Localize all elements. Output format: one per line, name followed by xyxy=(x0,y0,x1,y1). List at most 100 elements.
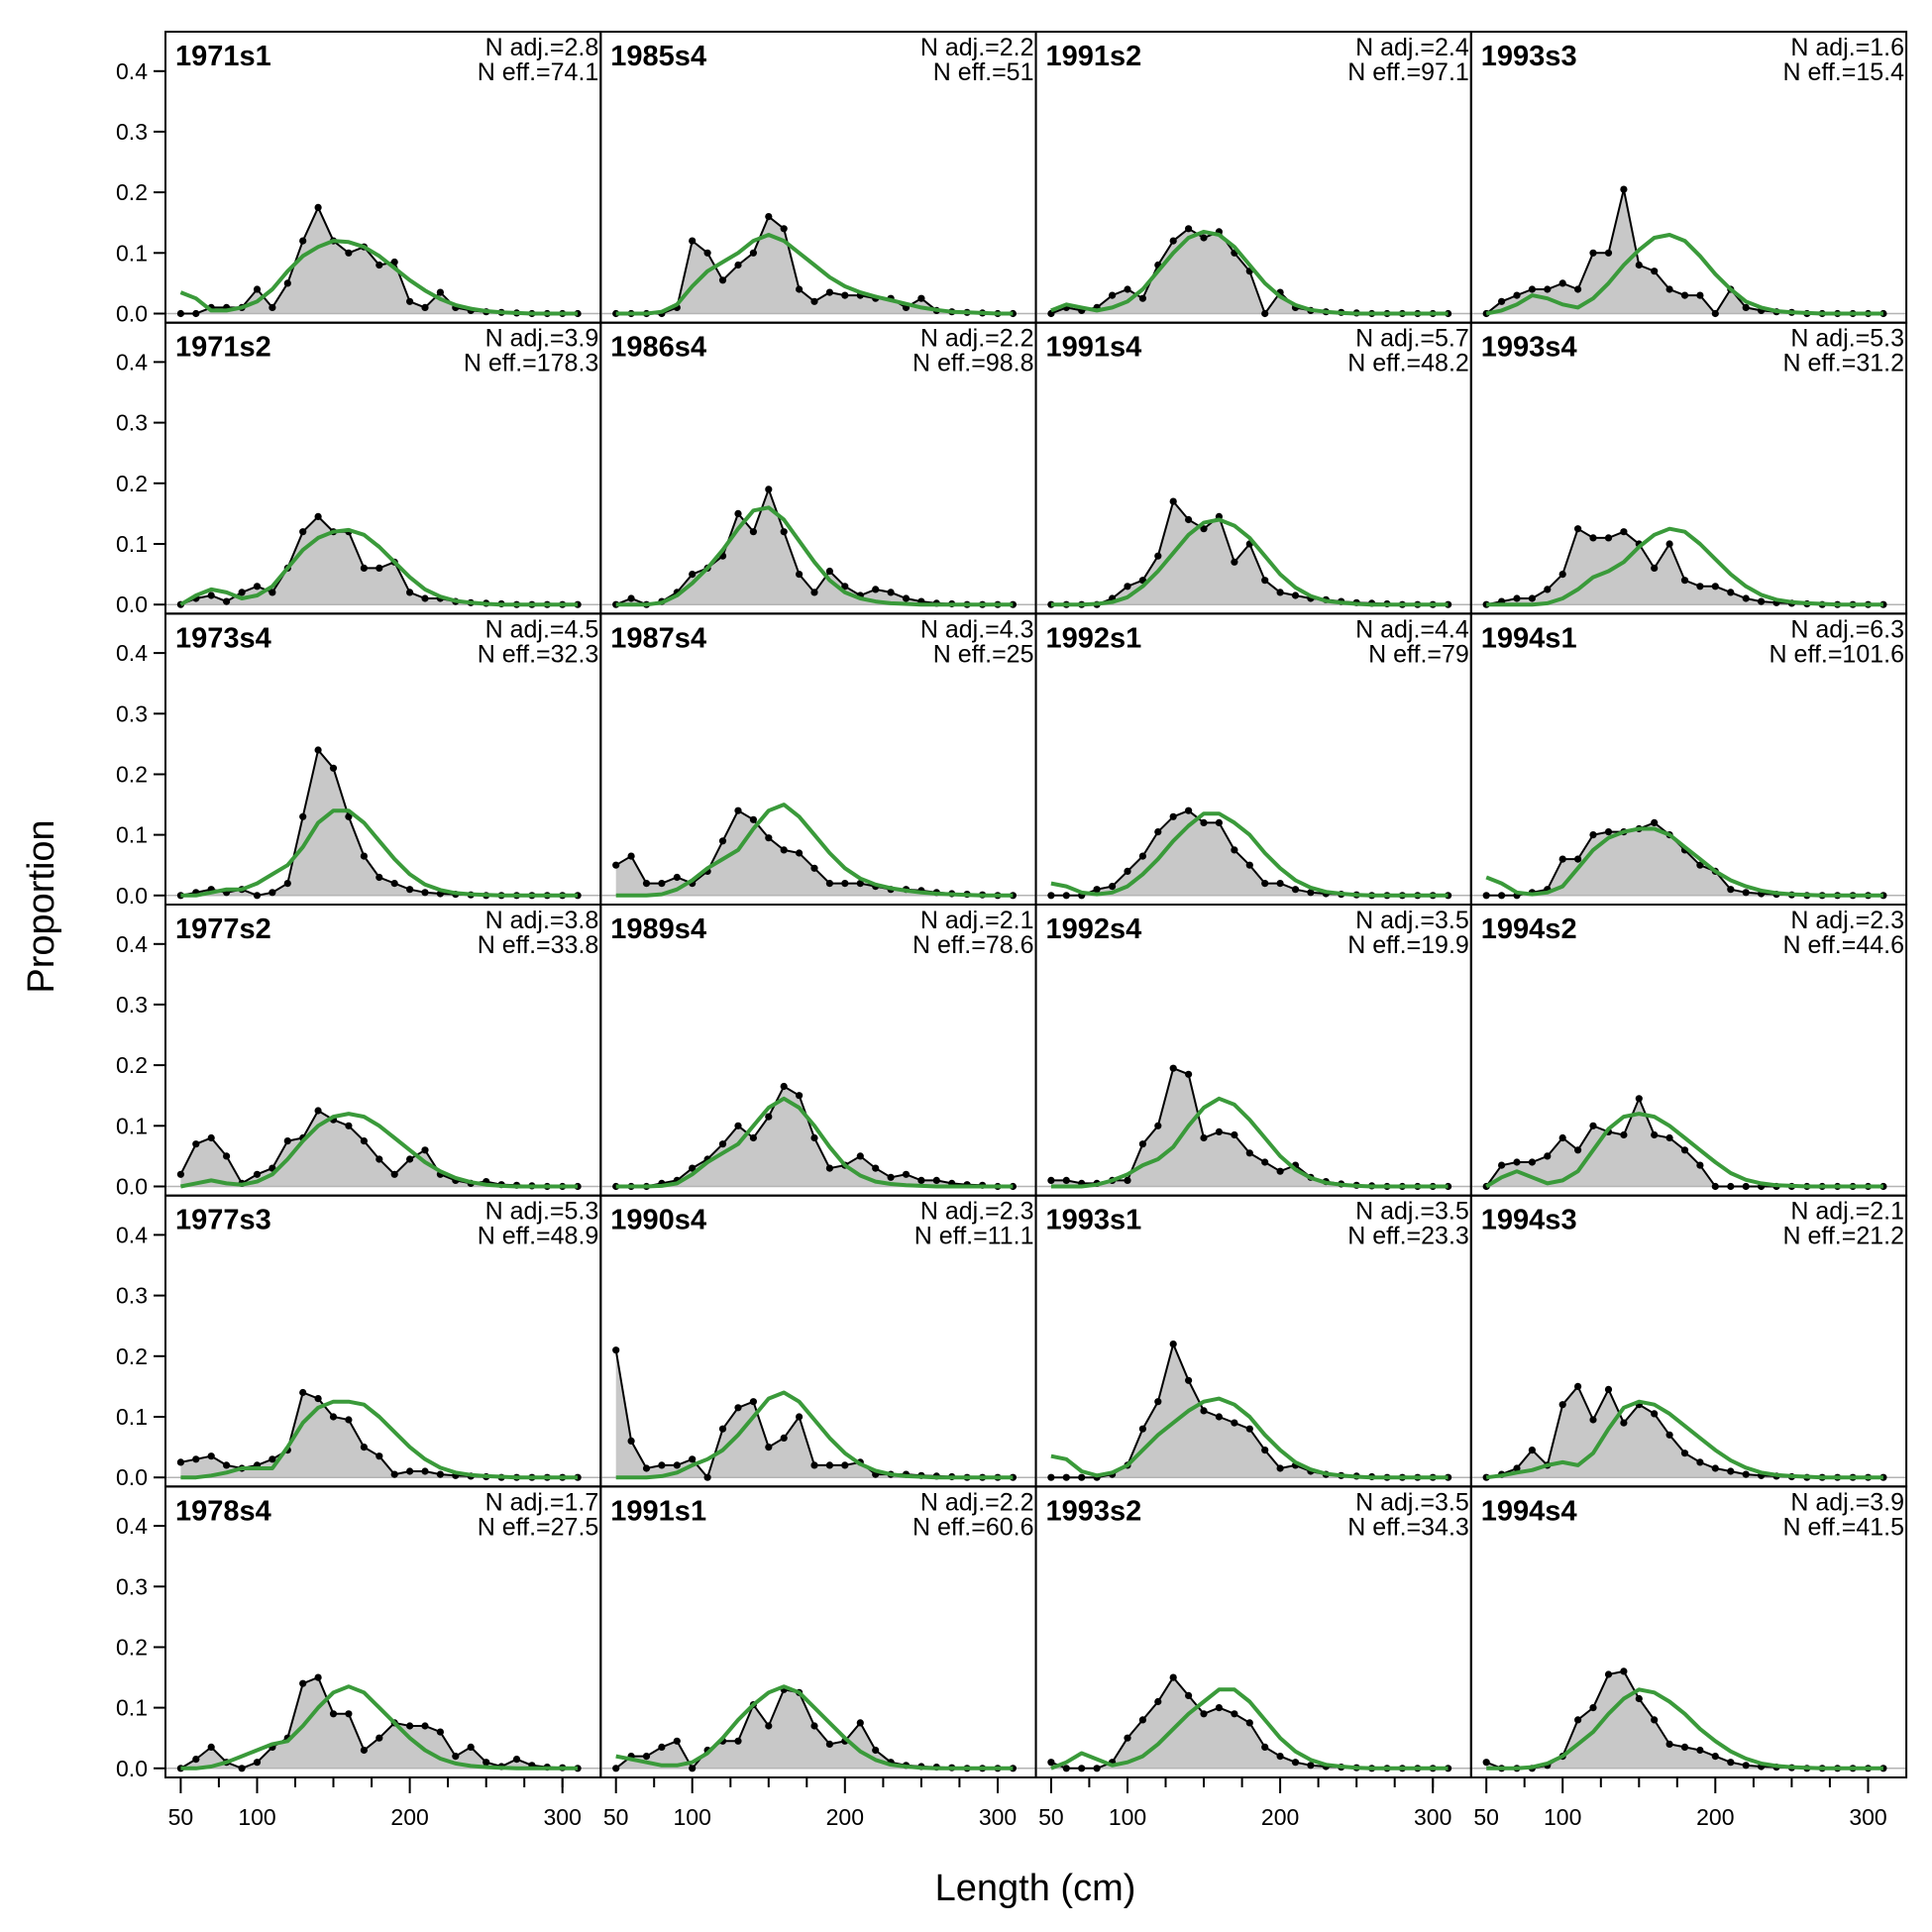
observed-point xyxy=(917,294,925,302)
n-adj-label: N adj.=3.5 xyxy=(1355,907,1469,934)
observed-point xyxy=(1696,1746,1704,1755)
expected-line xyxy=(1486,1687,1883,1771)
n-adj-label: N adj.=3.9 xyxy=(485,325,599,353)
observed-point xyxy=(825,1461,834,1469)
observed-area xyxy=(1486,1386,1883,1478)
observed-point xyxy=(627,852,635,860)
y-tick-label: 0.4 xyxy=(116,931,148,957)
observed-point xyxy=(1124,1176,1131,1184)
observed-point xyxy=(749,249,758,257)
observed-point xyxy=(810,1461,818,1469)
observed-point xyxy=(1665,1431,1673,1439)
observed-point xyxy=(1291,591,1300,599)
observed-point xyxy=(268,303,276,311)
panel-1991s4: 1991s4 N adj.=5.7N eff.=48.2 xyxy=(1034,321,1472,615)
observed-point xyxy=(673,1737,681,1745)
observed-point xyxy=(825,880,834,888)
observed-point xyxy=(192,309,200,318)
observed-point xyxy=(1169,1064,1177,1072)
observed-point xyxy=(1498,297,1506,305)
panel-label: 1991s4 xyxy=(1046,332,1142,364)
observed-point xyxy=(718,1140,727,1148)
observed-point xyxy=(376,873,383,882)
panel-1991s1: 1991s1 N adj.=2.2N eff.=60.6 xyxy=(599,1485,1037,1779)
observed-point xyxy=(734,806,742,814)
observed-point xyxy=(1513,1158,1521,1166)
observed-point xyxy=(1727,1182,1735,1191)
panel-label: 1977s2 xyxy=(175,913,271,945)
observed-point xyxy=(872,586,880,593)
n-eff-label: N eff.=31.2 xyxy=(1782,350,1904,377)
observed-point xyxy=(1276,880,1284,888)
panels-layer: 1971s1 N adj.=2.8N eff.=74.1 1985s4 N adj.=… xyxy=(164,31,1908,1779)
n-adj-label: N adj.=4.4 xyxy=(1355,615,1469,643)
n-eff-label: N eff.=21.2 xyxy=(1782,1223,1904,1250)
y-tick-label: 0.1 xyxy=(116,1404,148,1430)
observed-point xyxy=(421,889,429,897)
observed-area xyxy=(180,516,579,605)
observed-point xyxy=(1604,1385,1613,1393)
observed-point xyxy=(314,1673,322,1681)
n-eff-label: N eff.=101.6 xyxy=(1770,640,1904,668)
observed-point xyxy=(1589,534,1597,542)
observed-point xyxy=(612,1765,620,1772)
observed-point xyxy=(1124,1734,1131,1742)
observed-point xyxy=(734,509,742,518)
observed-point xyxy=(1589,1416,1597,1424)
observed-point xyxy=(1574,1716,1582,1724)
observed-point xyxy=(1093,1765,1101,1772)
observed-point xyxy=(1727,1759,1735,1767)
observed-point xyxy=(1200,818,1208,827)
observed-point xyxy=(1513,594,1521,602)
observed-point xyxy=(841,880,849,888)
observed-point xyxy=(1185,225,1193,233)
observed-point xyxy=(1276,1753,1284,1761)
observed-point xyxy=(406,1467,414,1475)
y-tick-label: 0.2 xyxy=(116,179,148,205)
observed-point xyxy=(1665,1133,1673,1142)
observed-point xyxy=(238,1765,246,1772)
observed-area xyxy=(1486,1670,1883,1769)
observed-point xyxy=(253,1170,262,1178)
n-adj-label: N adj.=5.3 xyxy=(485,1198,599,1226)
y-tick-label: 0.3 xyxy=(116,410,148,436)
expected-line xyxy=(179,527,579,607)
panel-label: 1985s4 xyxy=(610,41,706,72)
observed-point xyxy=(406,1155,414,1163)
y-tick-label: 0.3 xyxy=(116,119,148,145)
observed-point xyxy=(1589,831,1597,839)
observed-point xyxy=(1589,1704,1597,1712)
y-tick-label: 0.2 xyxy=(116,1343,148,1369)
n-adj-label: N adj.=6.3 xyxy=(1790,615,1904,643)
panel-label: 1989s4 xyxy=(610,913,706,945)
observed-point xyxy=(749,528,758,536)
y-tick-label: 0.4 xyxy=(116,1513,148,1539)
observed-point xyxy=(1604,249,1613,257)
observed-point xyxy=(436,1728,444,1736)
observed-point xyxy=(1635,1694,1643,1703)
panel-label: 1994s4 xyxy=(1481,1495,1577,1527)
observed-point xyxy=(1154,552,1162,560)
observed-point xyxy=(749,1398,758,1406)
panel-1971s1: 1971s1 N adj.=2.8N eff.=74.1 xyxy=(164,31,602,324)
x-tick-label: 200 xyxy=(1261,1804,1299,1830)
observed-point xyxy=(360,1444,368,1451)
observed-point xyxy=(1169,1341,1177,1348)
observed-point xyxy=(1109,883,1117,891)
observed-point xyxy=(1215,818,1223,827)
observed-point xyxy=(1078,1473,1086,1481)
panel-1989s4: 1989s4 N adj.=2.1N eff.=78.6 xyxy=(599,904,1037,1197)
observed-point xyxy=(856,880,864,888)
observed-point xyxy=(376,1452,383,1460)
panel-1977s2: 1977s2 N adj.=3.8N eff.=33.8 xyxy=(164,904,602,1197)
observed-point xyxy=(421,1146,429,1154)
observed-point xyxy=(1200,1407,1208,1415)
n-adj-label: N adj.=4.5 xyxy=(485,615,599,643)
observed-point xyxy=(1307,889,1315,897)
observed-point xyxy=(1620,1667,1628,1675)
y-tick-label: 0.0 xyxy=(116,301,148,327)
observed-point xyxy=(642,1464,651,1472)
observed-point xyxy=(1231,1419,1238,1427)
observed-area xyxy=(615,216,1014,314)
observed-point xyxy=(299,812,307,820)
